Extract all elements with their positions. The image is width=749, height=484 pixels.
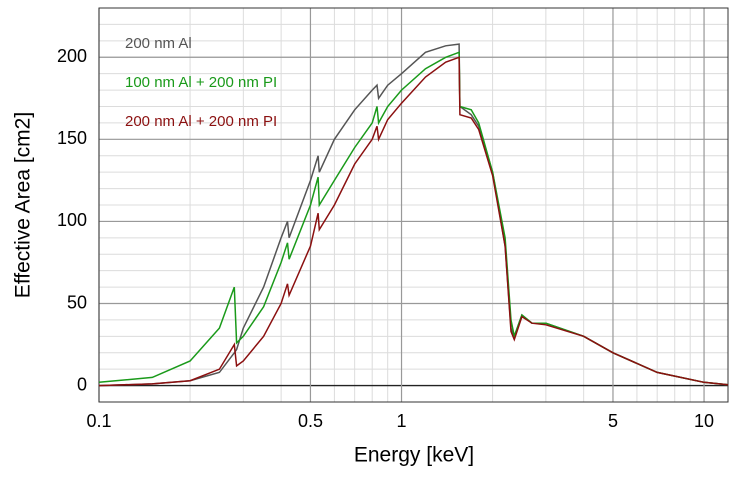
y-tick-label: 0 — [77, 374, 87, 394]
legend-label: 200 nm Al + 200 nm PI — [125, 113, 277, 130]
x-tick-label: 10 — [694, 411, 714, 431]
y-tick-label: 50 — [67, 292, 87, 312]
x-tick-label: 1 — [397, 411, 407, 431]
x-tick-label: 0.5 — [298, 411, 323, 431]
x-tick-label: 5 — [608, 411, 618, 431]
y-tick-label: 150 — [57, 128, 87, 148]
y-axis-label: Effective Area [cm2] — [12, 112, 35, 298]
x-tick-label: 0.1 — [86, 411, 111, 431]
x-axis-label: Energy [keV] — [354, 444, 474, 467]
legend-label: 200 nm Al — [125, 35, 192, 52]
series-line — [98, 56, 729, 387]
plot-frame — [98, 7, 729, 403]
y-tick-label: 200 — [57, 46, 87, 66]
y-tick-label: 100 — [57, 210, 87, 230]
legend-label: 100 nm Al + 200 nm PI — [125, 74, 277, 91]
